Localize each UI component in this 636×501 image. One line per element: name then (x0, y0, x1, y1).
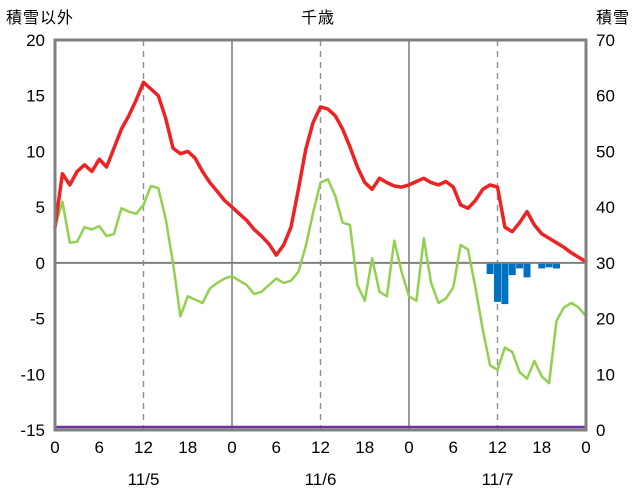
x-tick-label: 18 (178, 438, 197, 457)
x-tick-label: 6 (272, 438, 281, 457)
x-tick-label: 0 (227, 438, 236, 457)
left-tick-label: -10 (20, 365, 45, 384)
left-tick-label: -5 (30, 310, 45, 329)
x-tick-label: 0 (404, 438, 413, 457)
left-axis-title: 積雪以外 (6, 10, 75, 27)
x-tick-label: 0 (50, 438, 59, 457)
blue-bars (486, 262, 560, 305)
right-tick-label: 10 (596, 365, 615, 384)
right-tick-label: 50 (596, 142, 615, 161)
x-tick-label: 12 (311, 438, 330, 457)
right-tick-label: 30 (596, 254, 615, 273)
left-tick-label: 15 (26, 87, 45, 106)
right-tick-label: 70 (596, 31, 615, 50)
left-tick-label: -15 (20, 421, 45, 440)
x-tick-label: 6 (449, 438, 458, 457)
x-tick-label: 6 (95, 438, 104, 457)
gridlines (142, 40, 499, 430)
left-tick-label: 5 (36, 198, 45, 217)
day-label: 11/7 (482, 470, 514, 489)
x-tick-label: 12 (488, 438, 507, 457)
red-line (53, 80, 588, 264)
chart-title: 千歳 (300, 10, 335, 27)
left-tick-label: 0 (36, 254, 45, 273)
plot-border (53, 38, 588, 432)
day-label: 11/5 (128, 470, 160, 489)
right-tick-label: 20 (596, 310, 615, 329)
right-tick-label: 0 (596, 421, 605, 440)
day-label: 11/6 (305, 470, 337, 489)
x-tick-label: 18 (532, 438, 551, 457)
right-tick-label: 40 (596, 198, 615, 217)
x-tick-label: 12 (134, 438, 153, 457)
green-line (53, 178, 588, 385)
x-tick-label: 0 (581, 438, 590, 457)
x-tick-label: 18 (355, 438, 374, 457)
left-tick-label: 20 (26, 31, 45, 50)
right-tick-label: 60 (596, 87, 615, 106)
left-tick-label: 10 (26, 142, 45, 161)
right-axis-title: 積雪 (595, 10, 630, 27)
